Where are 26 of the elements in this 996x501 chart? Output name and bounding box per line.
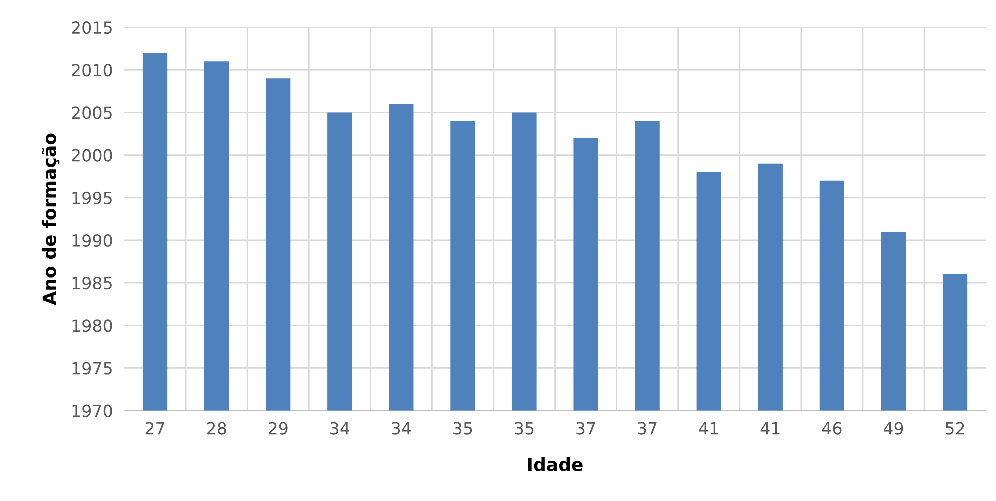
x-tick-label: 35: [454, 422, 472, 435]
x-tick-label: 27: [146, 422, 164, 435]
x-tick-label: 49: [884, 422, 904, 435]
x-tick-label: 34: [392, 422, 412, 435]
y-tick-label: 2015: [72, 22, 112, 34]
y-tick-label: 1975: [72, 362, 112, 375]
y-tick-label: 2005: [72, 106, 112, 120]
x-tick-label: 34: [330, 422, 350, 435]
y-axis-title: Ano de formação: [42, 134, 60, 306]
y-tick-label: 1980: [72, 320, 112, 332]
x-tick-label: 41: [699, 422, 718, 435]
y-tick-label: 1990: [72, 234, 112, 248]
x-tick-label: 37: [576, 422, 596, 435]
x-tick-label: 52: [946, 422, 964, 435]
x-tick-label: 29: [268, 422, 288, 435]
x-tick-label: 28: [207, 422, 226, 435]
x-axis-title: Idade: [528, 458, 583, 472]
x-tick-label: 46: [822, 422, 842, 435]
y-tick-label: 1995: [72, 192, 112, 204]
y-tick-label: 1985: [72, 277, 112, 290]
x-tick-label: 41: [760, 422, 780, 435]
x-tick-label: 37: [638, 422, 657, 435]
y-tick-label: 1970: [72, 404, 112, 418]
y-tick-label: 2000: [72, 149, 112, 162]
y-tick-label: 2010: [72, 64, 112, 77]
x-tick-label: 35: [515, 422, 534, 435]
